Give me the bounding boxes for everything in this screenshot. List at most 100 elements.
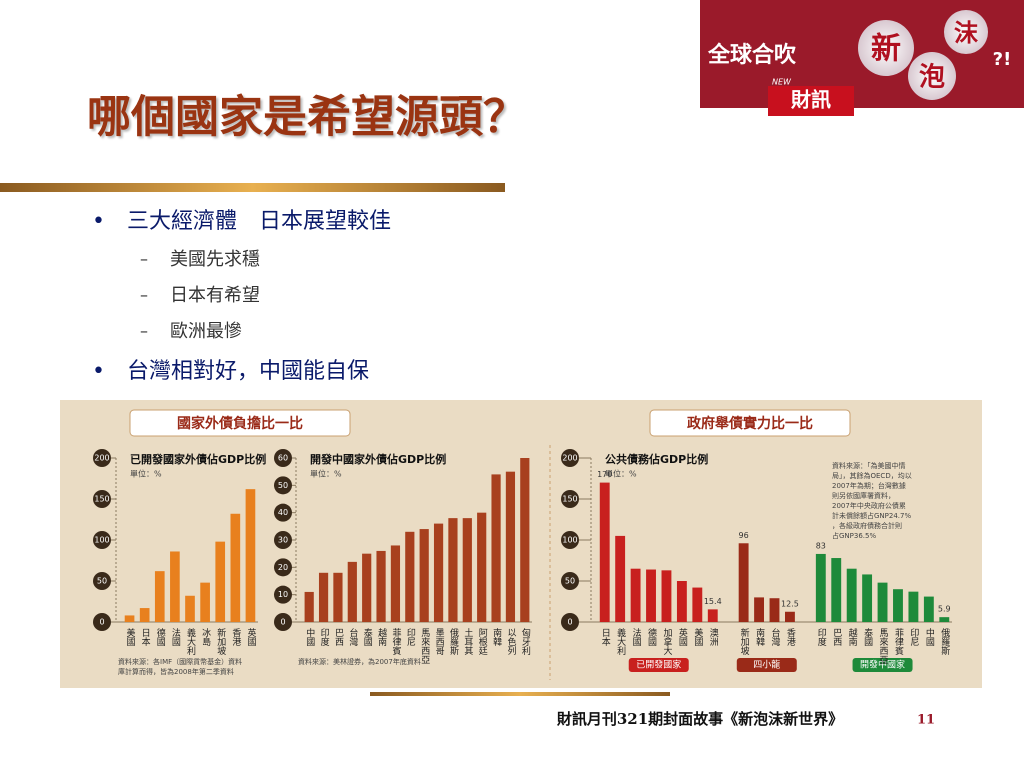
x-tick-label: 菲律賓 [893, 627, 904, 656]
x-tick-label: 香港 [785, 628, 796, 646]
group-label-box [628, 658, 689, 672]
y-tick-label: 60 [278, 454, 288, 463]
tick-badge [274, 503, 292, 522]
tick-badge [93, 572, 111, 590]
x-tick-label: 美國 [125, 627, 136, 647]
x-tick-label: 越南 [847, 627, 858, 646]
x-tick-label: 新加坡 [739, 627, 750, 656]
tick-badge [561, 531, 579, 549]
group-label: 已開發國家 [636, 659, 681, 671]
x-tick-label: 南韓 [491, 627, 502, 647]
bar [448, 518, 458, 622]
note: 計未償餘額占GNP24.7% [832, 511, 911, 520]
note: 2007年中央政府公債累 [832, 501, 906, 510]
x-tick-label: 巴西 [831, 628, 842, 647]
x-tick-label: 印度 [816, 627, 827, 647]
x-tick-label: 德國 [155, 627, 166, 647]
bar [661, 570, 672, 622]
bar [520, 458, 530, 622]
bubble-text: 泡 [919, 63, 945, 93]
x-tick-label: 泰國 [862, 627, 873, 647]
bar [630, 568, 641, 622]
bar [505, 471, 516, 622]
panel-header-text: 國家外債負擔比一比 [177, 415, 303, 432]
tick-badge [93, 531, 111, 549]
x-tick-label: 中國 [304, 627, 315, 647]
bar [477, 512, 487, 622]
y-tick-label: 150 [94, 495, 109, 504]
sub-dash: – [140, 322, 148, 341]
note: 局」，其餘為OECD，均以 [832, 471, 912, 480]
bullet-dot: • [92, 359, 105, 384]
sub-dash: – [140, 286, 148, 305]
sub-bullet: 日本有希望 [170, 285, 260, 306]
tick-badge [561, 490, 579, 508]
x-tick-label: 泰國 [362, 627, 373, 647]
tick-badge [274, 585, 292, 604]
x-tick-label: 馬來西亞 [878, 628, 889, 664]
x-tick-label: 南韓 [754, 627, 765, 647]
bar [815, 553, 826, 622]
x-tick-label: 印尼 [908, 627, 919, 647]
y-tick-label: 30 [278, 536, 288, 545]
bar [491, 474, 501, 622]
group-label-box [736, 658, 797, 672]
x-tick-label: 馬來西亞 [419, 628, 430, 664]
source-note: 資料來源：各IMF（國際貨幣基金）資料 [118, 657, 242, 666]
x-tick-label: 匈牙利 [520, 627, 531, 655]
bubble-punct: ?! [993, 49, 1012, 70]
x-tick-label: 菲律賓 [390, 627, 401, 656]
bubble [908, 52, 956, 100]
bar [419, 529, 429, 622]
x-tick-label: 香港 [230, 628, 241, 646]
y-tick-label: 0 [280, 618, 285, 627]
x-tick-label: 俄羅斯 [939, 627, 950, 656]
x-tick-label: 印尼 [405, 627, 416, 647]
bar [462, 518, 472, 622]
bar [405, 531, 415, 622]
bar [923, 596, 934, 622]
x-tick-label: 印度 [319, 627, 330, 647]
source-note: 庫計算而得，皆為2008年第二季資料 [118, 667, 234, 676]
x-tick-label: 義大利 [185, 627, 196, 655]
y-tick-label: 0 [99, 618, 104, 627]
x-tick-label: 阿根廷 [477, 628, 488, 655]
x-tick-label: 新加坡 [215, 627, 226, 656]
bar [908, 591, 919, 622]
bar [154, 571, 165, 622]
group-label: 四小龍 [753, 659, 780, 671]
sub-dash: – [140, 250, 148, 269]
bar [139, 608, 150, 622]
tick-badge [274, 449, 292, 467]
x-tick-label: 英國 [677, 627, 688, 647]
bar [245, 489, 256, 622]
chart-title: 開發中國家外債佔GDP比例 [310, 452, 446, 466]
bar [185, 595, 195, 622]
x-tick-label: 澳洲 [708, 627, 719, 646]
x-tick-label: 俄羅斯 [448, 627, 459, 656]
banner-slogan: 全球合吹 [707, 42, 797, 68]
y-tick-label: 0 [567, 618, 572, 627]
tick-badge [561, 449, 579, 467]
x-tick-label: 台灣 [770, 627, 781, 647]
bar [862, 574, 873, 622]
tick-badge [274, 476, 292, 495]
bar [599, 482, 610, 622]
bar [333, 572, 343, 622]
bar [200, 582, 210, 622]
bar [939, 617, 950, 622]
bubble-text: 沫 [954, 19, 979, 47]
footer-text: 財訊月刊321期封面故事《新泡沫新世界》 [556, 710, 843, 728]
tick-badge [274, 613, 292, 631]
bubble [858, 20, 914, 76]
bar [846, 568, 857, 622]
data-label: 12.5 [781, 599, 799, 608]
tick-badge [93, 449, 111, 467]
data-label: 170 [597, 470, 612, 479]
chart-unit: 單位：% [310, 469, 342, 479]
x-tick-label: 台灣 [347, 627, 358, 647]
page-number: 11 [917, 713, 935, 728]
x-tick-label: 越南 [376, 627, 387, 646]
y-tick-label: 100 [562, 536, 577, 545]
